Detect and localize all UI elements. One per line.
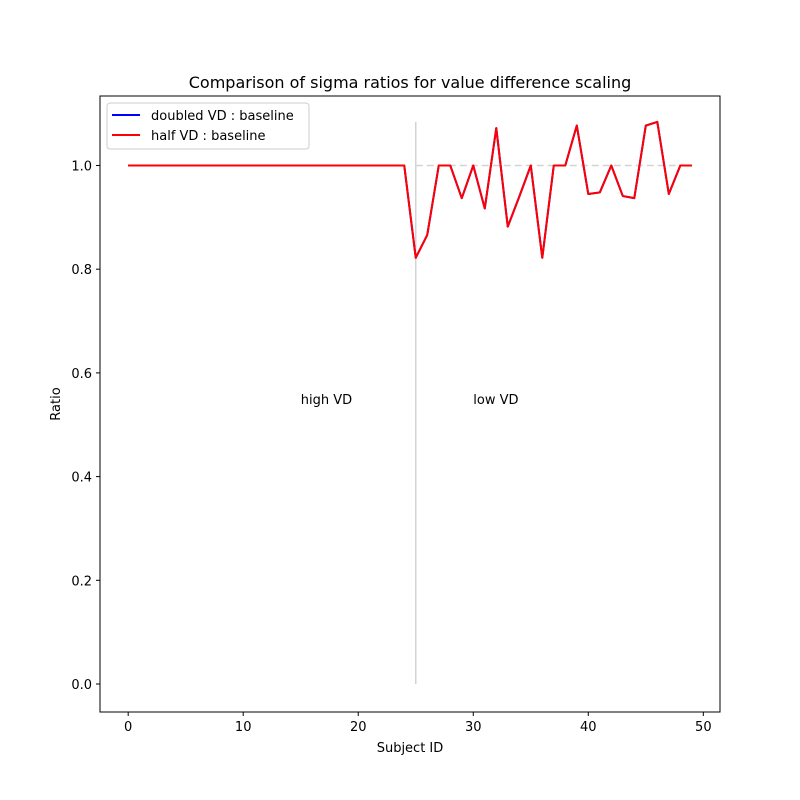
y-axis-label: Ratio bbox=[49, 387, 64, 420]
series-lines bbox=[128, 120, 692, 259]
y-tick-label: 0.4 bbox=[71, 471, 92, 486]
y-tick-label: 0.0 bbox=[71, 678, 92, 693]
legend-label-1: half VD : baseline bbox=[151, 129, 266, 144]
series-line-1 bbox=[128, 120, 692, 259]
y-axis: 0.0 0.2 0.4 0.6 0.8 1.0 bbox=[71, 159, 100, 693]
x-tick-label: 0 bbox=[124, 720, 132, 735]
x-tick-label: 30 bbox=[465, 720, 482, 735]
annotation-0: high VD bbox=[301, 393, 352, 408]
y-tick-label: 0.8 bbox=[71, 263, 92, 278]
legend-label-0: doubled VD : baseline bbox=[151, 109, 294, 124]
plot-area bbox=[100, 96, 720, 712]
x-tick-label: 10 bbox=[235, 720, 252, 735]
y-tick-label: 0.6 bbox=[71, 367, 92, 382]
x-axis: 0 10 20 30 40 50 bbox=[124, 712, 712, 735]
legend: doubled VD : baseline half VD : baseline bbox=[106, 102, 310, 150]
y-tick-label: 1.0 bbox=[71, 159, 92, 174]
y-tick-label: 0.2 bbox=[71, 574, 92, 589]
x-tick-label: 50 bbox=[695, 720, 712, 735]
chart-title: Comparison of sigma ratios for value dif… bbox=[189, 73, 632, 92]
legend-box bbox=[106, 102, 310, 150]
x-tick-label: 40 bbox=[580, 720, 597, 735]
plot-frame bbox=[99, 95, 721, 713]
annotations: high VD low VD bbox=[301, 393, 519, 408]
x-axis-label: Subject ID bbox=[377, 741, 444, 756]
x-tick-label: 20 bbox=[350, 720, 367, 735]
annotation-1: low VD bbox=[473, 393, 518, 408]
